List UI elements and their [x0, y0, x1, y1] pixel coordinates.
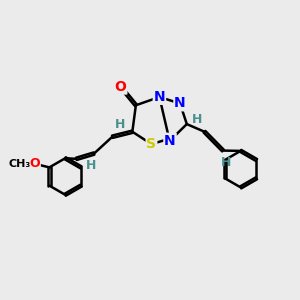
Text: O: O — [29, 157, 40, 170]
Text: H: H — [115, 118, 125, 131]
Text: S: S — [146, 137, 157, 151]
Text: N: N — [174, 97, 186, 110]
Text: N: N — [154, 90, 165, 104]
Text: CH₃: CH₃ — [8, 159, 31, 169]
Text: H: H — [221, 157, 231, 169]
Text: O: O — [115, 80, 127, 94]
Text: H: H — [192, 113, 202, 127]
Text: H: H — [86, 159, 96, 172]
Text: N: N — [164, 134, 176, 148]
